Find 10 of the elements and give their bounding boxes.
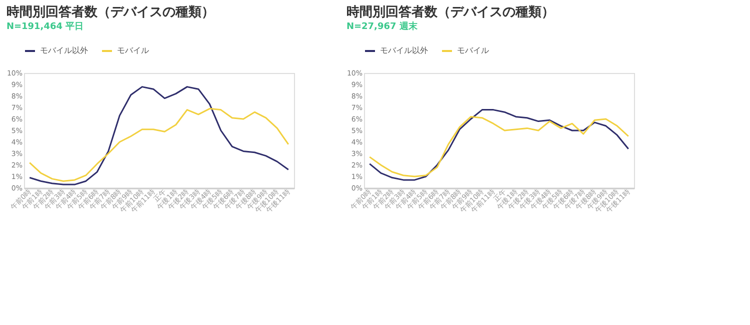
legend-label: モバイル以外 [380,46,428,55]
legend-label: モバイル以外 [40,46,88,55]
chart-title: 時間別回答者数（デバイスの種類） [6,5,214,20]
line-series [28,86,290,186]
legend-label: モバイル [117,46,149,55]
line-series [28,108,290,182]
legend-label: モバイル [457,46,489,55]
chart-title: 時間別回答者数（デバイスの種類） [346,5,554,20]
chart-subtitle: N=191,464 平日 [6,21,84,32]
chart-subtitle: N=27,967 週末 [346,21,418,32]
